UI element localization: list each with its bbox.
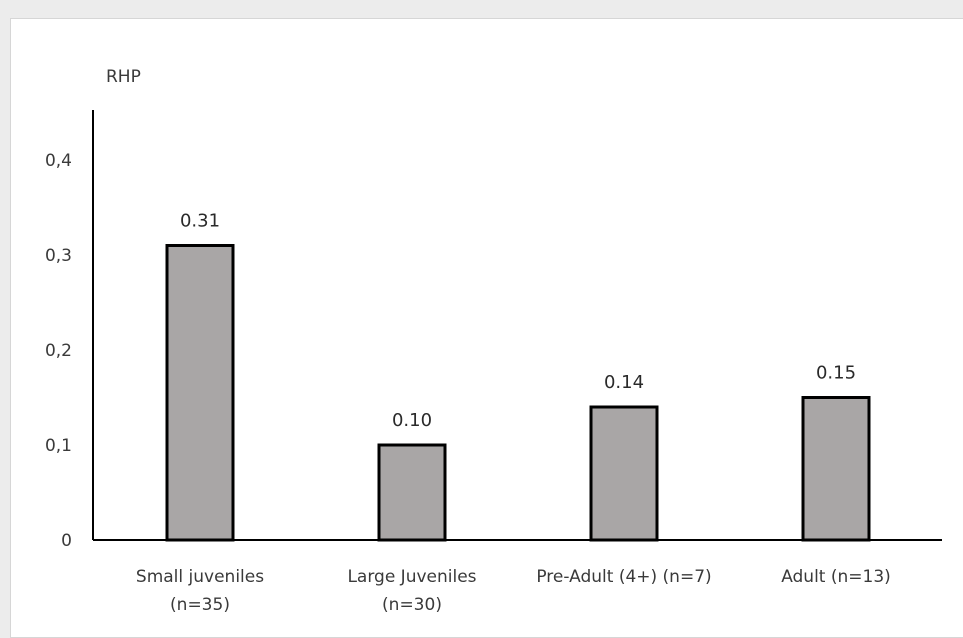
data-label: 0.10 xyxy=(392,410,432,431)
y-tick-label: 0,1 xyxy=(45,436,72,456)
x-category-label: Large Juveniles xyxy=(347,567,476,587)
bar xyxy=(801,396,871,542)
bar xyxy=(377,443,447,542)
y-tick-label: 0 xyxy=(61,531,72,551)
x-category-label: (n=30) xyxy=(382,595,442,615)
category-labels: Small juveniles (n=35) Large Juveniles (n=3… xyxy=(136,567,891,615)
data-label: 0.15 xyxy=(816,363,856,384)
bars xyxy=(165,244,871,542)
data-label: 0.14 xyxy=(604,372,644,393)
y-axis-ticks: 0 0,1 0,2 0,3 0,4 xyxy=(45,151,72,551)
bar xyxy=(165,244,235,542)
x-category-label: Small juveniles xyxy=(136,567,264,587)
bar xyxy=(589,405,659,542)
data-labels: 0.31 0.10 0.14 0.15 xyxy=(180,211,856,432)
y-tick-label: 0,2 xyxy=(45,341,72,361)
data-label: 0.31 xyxy=(180,211,220,232)
x-category-label: Adult (n=13) xyxy=(781,567,891,587)
x-category-label: (n=35) xyxy=(170,595,230,615)
y-tick-label: 0,3 xyxy=(45,246,72,266)
y-axis-label: RHP xyxy=(106,67,141,87)
y-tick-label: 0,4 xyxy=(45,151,72,171)
x-category-label: Pre-Adult (4+) (n=7) xyxy=(536,567,711,587)
